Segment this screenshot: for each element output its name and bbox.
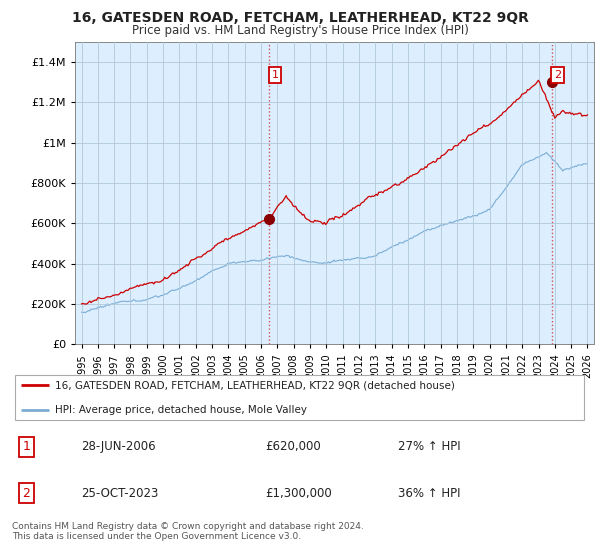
Text: 25-OCT-2023: 25-OCT-2023	[81, 487, 158, 500]
Text: £620,000: £620,000	[265, 440, 321, 454]
Text: 1: 1	[272, 70, 278, 80]
Text: 1: 1	[22, 440, 31, 454]
Text: 2: 2	[554, 70, 562, 80]
Text: 28-JUN-2006: 28-JUN-2006	[81, 440, 156, 454]
Text: 27% ↑ HPI: 27% ↑ HPI	[398, 440, 461, 454]
Text: 16, GATESDEN ROAD, FETCHAM, LEATHERHEAD, KT22 9QR: 16, GATESDEN ROAD, FETCHAM, LEATHERHEAD,…	[71, 11, 529, 25]
Text: 16, GATESDEN ROAD, FETCHAM, LEATHERHEAD, KT22 9QR (detached house): 16, GATESDEN ROAD, FETCHAM, LEATHERHEAD,…	[55, 380, 455, 390]
Text: 2: 2	[22, 487, 31, 500]
Text: Contains HM Land Registry data © Crown copyright and database right 2024.
This d: Contains HM Land Registry data © Crown c…	[12, 522, 364, 542]
Text: Price paid vs. HM Land Registry's House Price Index (HPI): Price paid vs. HM Land Registry's House …	[131, 24, 469, 36]
Text: HPI: Average price, detached house, Mole Valley: HPI: Average price, detached house, Mole…	[55, 405, 307, 415]
FancyBboxPatch shape	[15, 375, 584, 420]
Text: 36% ↑ HPI: 36% ↑ HPI	[398, 487, 460, 500]
Text: £1,300,000: £1,300,000	[265, 487, 332, 500]
